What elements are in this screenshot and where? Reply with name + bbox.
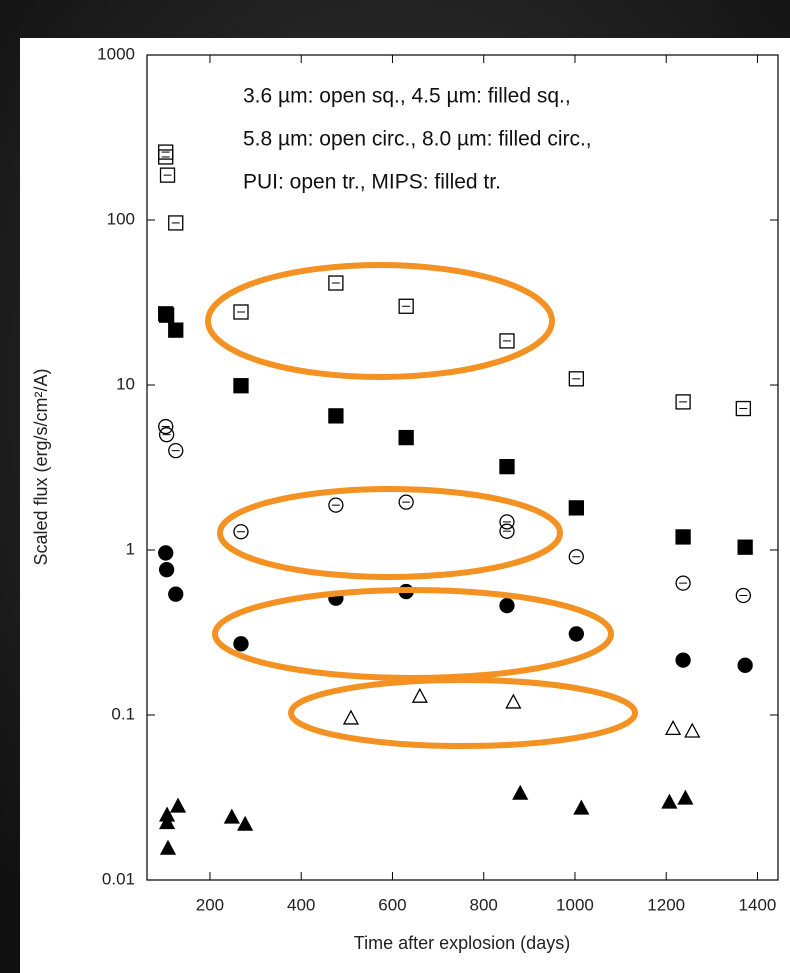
x-tick-label: 400 bbox=[287, 895, 315, 914]
data-point bbox=[329, 409, 343, 423]
page: 3.6 µm: open sq., 4.5 µm: filled sq., 5.… bbox=[0, 0, 790, 973]
x-tick-label: 1400 bbox=[739, 895, 777, 914]
marker-shape bbox=[159, 546, 173, 560]
marker-shape bbox=[169, 587, 183, 601]
marker-shape bbox=[160, 308, 174, 322]
marker-shape bbox=[169, 323, 183, 337]
data-point bbox=[500, 460, 514, 474]
x-tick-label: 800 bbox=[470, 895, 498, 914]
marker-shape bbox=[500, 460, 514, 474]
data-point bbox=[234, 637, 248, 651]
data-point bbox=[569, 627, 583, 641]
marker-shape bbox=[676, 653, 690, 667]
data-point bbox=[676, 530, 690, 544]
y-tick-label: 100 bbox=[107, 209, 135, 228]
marker-shape bbox=[160, 563, 174, 577]
x-tick-label: 600 bbox=[378, 895, 406, 914]
marker-shape bbox=[569, 627, 583, 641]
data-point bbox=[399, 431, 413, 445]
y-tick-label: 0.01 bbox=[102, 869, 135, 888]
y-tick-label: 0.1 bbox=[111, 704, 135, 723]
y-tick-label: 1000 bbox=[97, 44, 135, 63]
annotation: 3.6 µm: open sq., 4.5 µm: filled sq., bbox=[243, 85, 571, 108]
marker-shape bbox=[234, 379, 248, 393]
data-point bbox=[738, 658, 752, 672]
marker-shape bbox=[738, 540, 752, 554]
data-point bbox=[500, 599, 514, 613]
marker-shape bbox=[569, 501, 583, 515]
data-point bbox=[234, 379, 248, 393]
data-point bbox=[160, 308, 174, 322]
annotation: PUI: open tr., MIPS: filled tr. bbox=[243, 171, 501, 194]
data-point bbox=[169, 323, 183, 337]
annotation: 5.8 µm: open circ., 8.0 µm: filled circ.… bbox=[243, 128, 592, 151]
y-axis-label: Scaled flux (erg/s/cm²/A) bbox=[31, 368, 51, 565]
x-tick-label: 1000 bbox=[556, 895, 594, 914]
marker-shape bbox=[399, 431, 413, 445]
y-tick-label: 10 bbox=[116, 374, 135, 393]
data-point bbox=[676, 653, 690, 667]
marker-shape bbox=[676, 530, 690, 544]
data-point bbox=[159, 546, 173, 560]
data-point bbox=[160, 563, 174, 577]
data-point bbox=[738, 540, 752, 554]
marker-shape bbox=[738, 658, 752, 672]
y-tick-label: 1 bbox=[126, 539, 135, 558]
data-point bbox=[169, 587, 183, 601]
marker-shape bbox=[234, 637, 248, 651]
x-tick-label: 200 bbox=[196, 895, 224, 914]
chart: 3.6 µm: open sq., 4.5 µm: filled sq., 5.… bbox=[0, 0, 790, 973]
x-axis-label: Time after explosion (days) bbox=[354, 933, 570, 953]
marker-shape bbox=[500, 599, 514, 613]
marker-shape bbox=[329, 409, 343, 423]
data-point bbox=[569, 501, 583, 515]
x-tick-label: 1200 bbox=[647, 895, 685, 914]
